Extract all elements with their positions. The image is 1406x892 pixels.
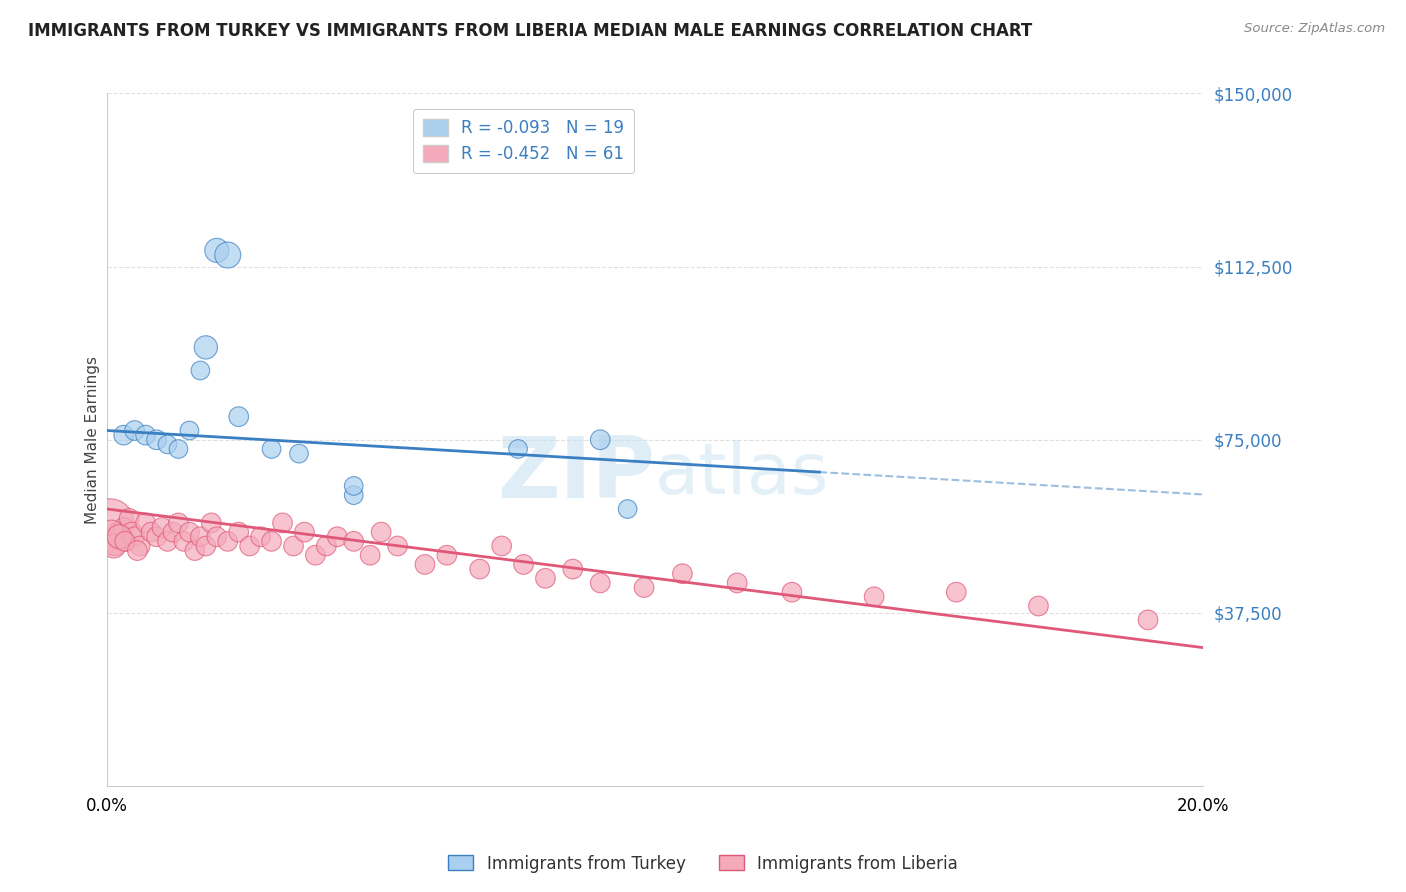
Point xyxy=(534,571,557,585)
Point xyxy=(98,516,121,530)
Point xyxy=(114,534,136,549)
Point xyxy=(167,442,190,456)
Point xyxy=(162,525,184,540)
Point xyxy=(110,530,132,544)
Point xyxy=(725,576,748,591)
Point xyxy=(103,539,125,553)
Point xyxy=(294,525,316,540)
Point xyxy=(190,530,212,544)
Point xyxy=(260,442,283,456)
Point xyxy=(129,539,152,553)
Point xyxy=(260,534,283,549)
Point xyxy=(945,585,967,599)
Point xyxy=(468,562,491,576)
Point xyxy=(387,539,409,553)
Point xyxy=(194,340,217,354)
Point xyxy=(112,428,135,442)
Point xyxy=(671,566,693,581)
Point xyxy=(616,502,638,516)
Text: Source: ZipAtlas.com: Source: ZipAtlas.com xyxy=(1244,22,1385,36)
Point xyxy=(100,525,122,540)
Point xyxy=(108,530,131,544)
Point xyxy=(1137,613,1160,627)
Point xyxy=(343,534,366,549)
Point xyxy=(780,585,803,599)
Y-axis label: Median Male Earnings: Median Male Earnings xyxy=(86,356,100,524)
Point xyxy=(179,525,201,540)
Point xyxy=(150,520,173,534)
Text: atlas: atlas xyxy=(655,440,830,509)
Point xyxy=(112,520,135,534)
Point xyxy=(271,516,294,530)
Point xyxy=(343,479,366,493)
Point xyxy=(436,548,458,562)
Point xyxy=(124,530,146,544)
Point xyxy=(156,534,179,549)
Point xyxy=(217,248,239,262)
Point xyxy=(139,525,162,540)
Point xyxy=(184,543,207,558)
Point xyxy=(205,530,228,544)
Point xyxy=(512,558,534,572)
Point xyxy=(173,534,195,549)
Point xyxy=(633,581,655,595)
Point xyxy=(121,525,143,540)
Point xyxy=(217,534,239,549)
Point xyxy=(326,530,349,544)
Point xyxy=(205,244,228,258)
Point xyxy=(145,530,167,544)
Point xyxy=(249,530,271,544)
Point xyxy=(124,424,146,438)
Point xyxy=(506,442,529,456)
Point xyxy=(304,548,326,562)
Point xyxy=(127,543,149,558)
Legend: Immigrants from Turkey, Immigrants from Liberia: Immigrants from Turkey, Immigrants from … xyxy=(441,848,965,880)
Point xyxy=(167,516,190,530)
Point xyxy=(145,433,167,447)
Point xyxy=(156,437,179,451)
Point xyxy=(589,576,612,591)
Point xyxy=(135,516,157,530)
Point xyxy=(863,590,886,604)
Point xyxy=(228,409,250,424)
Point xyxy=(413,558,436,572)
Point xyxy=(239,539,262,553)
Point xyxy=(190,363,212,377)
Point xyxy=(370,525,392,540)
Point xyxy=(194,539,217,553)
Point xyxy=(104,539,127,553)
Text: IMMIGRANTS FROM TURKEY VS IMMIGRANTS FROM LIBERIA MEDIAN MALE EARNINGS CORRELATI: IMMIGRANTS FROM TURKEY VS IMMIGRANTS FRO… xyxy=(28,22,1032,40)
Point xyxy=(115,534,138,549)
Legend: R = -0.093   N = 19, R = -0.452   N = 61: R = -0.093 N = 19, R = -0.452 N = 61 xyxy=(413,109,634,173)
Point xyxy=(101,534,124,549)
Point xyxy=(107,525,129,540)
Text: ZIP: ZIP xyxy=(498,433,655,516)
Point xyxy=(179,424,201,438)
Point xyxy=(561,562,583,576)
Point xyxy=(315,539,337,553)
Point xyxy=(200,516,222,530)
Point xyxy=(288,447,311,461)
Point xyxy=(1028,599,1050,613)
Point xyxy=(118,511,141,525)
Point xyxy=(589,433,612,447)
Point xyxy=(283,539,305,553)
Point xyxy=(343,488,366,502)
Point xyxy=(228,525,250,540)
Point xyxy=(491,539,513,553)
Point xyxy=(359,548,381,562)
Point xyxy=(135,428,157,442)
